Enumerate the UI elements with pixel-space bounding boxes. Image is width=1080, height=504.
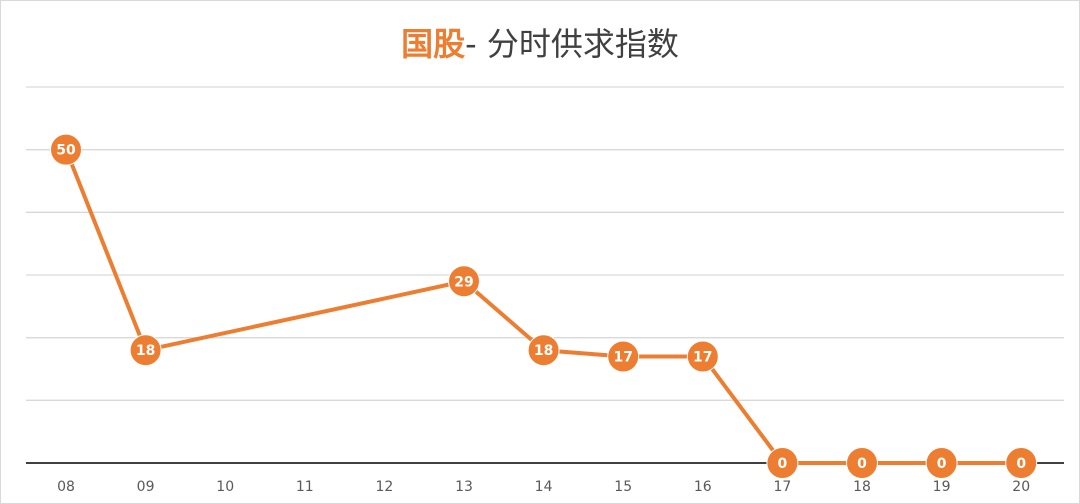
data-label: 0 xyxy=(857,456,867,472)
data-point: 18 xyxy=(527,334,560,367)
x-tick-label: 19 xyxy=(933,479,951,495)
x-tick-label: 14 xyxy=(535,479,553,495)
data-point-marker xyxy=(686,340,719,373)
data-point-marker xyxy=(1005,447,1038,479)
data-point-marker xyxy=(50,133,82,166)
chart-title: 国股- 分时供求指数 xyxy=(0,22,1080,66)
data-point: 18 xyxy=(129,334,162,367)
data-point-marker xyxy=(846,447,878,479)
data-point-marker xyxy=(527,334,560,367)
x-tick-label: 13 xyxy=(455,479,473,495)
data-point-marker xyxy=(448,265,480,298)
data-point: 17 xyxy=(686,340,719,373)
series-line xyxy=(64,148,1022,465)
data-label: 0 xyxy=(1016,456,1026,472)
data-point: 0 xyxy=(1005,447,1038,479)
x-tick-label: 18 xyxy=(853,479,871,495)
x-tick-label: 09 xyxy=(137,479,155,495)
data-label: 29 xyxy=(454,274,473,290)
chart-title-accent: 国股 xyxy=(401,25,466,63)
x-tick-label: 08 xyxy=(57,479,75,495)
x-tick-label: 20 xyxy=(1012,479,1030,495)
data-point-marker xyxy=(766,447,799,479)
x-tick-label: 10 xyxy=(216,479,234,495)
data-point: 0 xyxy=(925,447,958,479)
x-tick-label: 16 xyxy=(694,479,712,495)
x-tick-label: 12 xyxy=(375,479,393,495)
data-label: 18 xyxy=(534,343,553,359)
x-tick-label: 11 xyxy=(296,479,314,495)
data-points: 50 18 29 18 17 17 0 0 0 0 xyxy=(50,133,1038,479)
data-point: 0 xyxy=(766,447,799,479)
data-label: 0 xyxy=(937,456,947,472)
data-point: 17 xyxy=(607,340,640,373)
data-label: 18 xyxy=(136,343,155,359)
data-point: 50 xyxy=(50,133,82,166)
data-point-marker xyxy=(129,334,162,367)
data-label: 17 xyxy=(693,349,712,365)
series-line-group xyxy=(64,148,1022,465)
x-tick-label: 15 xyxy=(614,479,632,495)
data-point: 0 xyxy=(846,447,878,479)
x-tick-label: 17 xyxy=(773,479,791,495)
data-label: 17 xyxy=(613,349,632,365)
x-tick-labels: 08 09 10 11 12 13 14 15 16 17 18 19 20 xyxy=(57,479,1030,495)
chart-title-rest: - 分时供求指数 xyxy=(465,25,679,63)
data-point-marker xyxy=(607,340,640,373)
data-label: 50 xyxy=(56,143,76,159)
data-point-marker xyxy=(925,447,958,479)
data-point: 29 xyxy=(448,265,480,298)
data-label: 0 xyxy=(778,456,788,472)
